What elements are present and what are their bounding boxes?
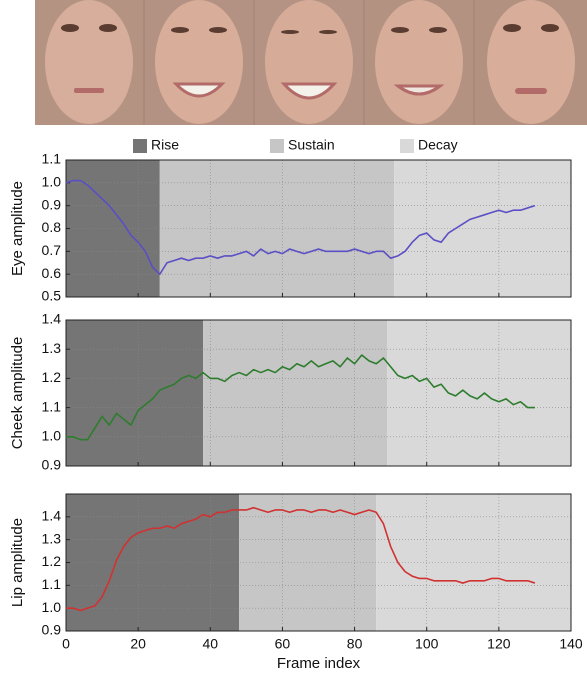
legend: Rise Sustain Decay bbox=[133, 137, 458, 153]
photo-strip bbox=[35, 0, 587, 125]
data-line bbox=[66, 354, 535, 441]
y-tick-label: 1.0 bbox=[42, 174, 62, 190]
phase-region bbox=[159, 160, 395, 297]
eye bbox=[209, 27, 227, 33]
face-photo bbox=[475, 0, 587, 125]
phase-region bbox=[66, 320, 204, 466]
y-tick-label: 1.0 bbox=[42, 599, 62, 615]
plot-frame bbox=[65, 493, 572, 632]
mouth bbox=[74, 88, 104, 93]
y-tick-label: 0.7 bbox=[42, 242, 62, 258]
y-tick-label: 1.1 bbox=[42, 398, 62, 414]
legend-swatch bbox=[133, 139, 147, 153]
y-tick-label: 1.4 bbox=[42, 508, 62, 524]
mouth bbox=[515, 88, 547, 94]
subplot: 0.9 1.0 1.1 1.2 1.3 1.4 Cheek amplitude bbox=[9, 311, 572, 473]
x-tick-label: 80 bbox=[347, 636, 363, 652]
y-tick-label: 1.1 bbox=[42, 576, 62, 592]
x-tick-label: 100 bbox=[415, 636, 439, 652]
eye bbox=[99, 24, 117, 32]
y-tick-label: 0.9 bbox=[42, 457, 62, 473]
data-line bbox=[66, 506, 536, 612]
subplot: 0.9 1.0 1.1 1.2 1.3 1.4 0 20 40 60 80 100 120 140 Lip … bbox=[9, 493, 583, 672]
eye bbox=[391, 27, 409, 33]
y-tick-label: 1.0 bbox=[42, 428, 62, 444]
face bbox=[375, 0, 463, 124]
x-axis-label: Frame index bbox=[277, 655, 361, 672]
eye bbox=[281, 30, 299, 34]
eye bbox=[541, 24, 559, 32]
data-line bbox=[65, 179, 536, 275]
plots: 0.5 0.6 0.7 0.8 0.9 1.0 1.1 Eye amplitude 0.9 1.0… bbox=[9, 151, 583, 672]
face-photo bbox=[145, 0, 253, 125]
y-axis-label: Eye amplitude bbox=[9, 181, 26, 276]
eye bbox=[503, 24, 521, 32]
face bbox=[155, 0, 243, 124]
mouth bbox=[393, 84, 445, 96]
y-tick-label: 1.3 bbox=[42, 530, 62, 546]
legend-label: Rise bbox=[151, 137, 179, 153]
legend-label: Sustain bbox=[288, 137, 335, 153]
x-tick-label: 120 bbox=[487, 636, 511, 652]
phase-region bbox=[203, 320, 388, 466]
y-tick-label: 1.3 bbox=[42, 340, 62, 356]
y-tick-label: 1.1 bbox=[42, 151, 62, 167]
plot-frame bbox=[65, 319, 572, 467]
mouth bbox=[280, 82, 338, 100]
y-tick-label: 0.5 bbox=[42, 288, 62, 304]
y-tick-label: 1.4 bbox=[42, 311, 62, 327]
y-tick-label: 0.9 bbox=[42, 196, 62, 212]
x-tick-label: 60 bbox=[275, 636, 291, 652]
eye bbox=[61, 24, 79, 32]
legend-swatch bbox=[400, 139, 414, 153]
face bbox=[265, 0, 353, 124]
y-tick-label: 0.9 bbox=[42, 622, 62, 638]
eye bbox=[319, 30, 337, 34]
x-tick-label: 140 bbox=[559, 636, 583, 652]
subplot: 0.5 0.6 0.7 0.8 0.9 1.0 1.1 Eye amplitude bbox=[9, 151, 572, 304]
y-axis-label: Cheek amplitude bbox=[9, 337, 26, 450]
x-tick-label: 40 bbox=[202, 636, 218, 652]
plot-frame bbox=[65, 159, 572, 298]
legend-label: Decay bbox=[418, 137, 458, 153]
face bbox=[487, 0, 575, 124]
eye bbox=[429, 27, 447, 33]
face bbox=[45, 0, 133, 124]
y-tick-label: 0.6 bbox=[42, 265, 62, 281]
mouth bbox=[172, 82, 226, 98]
y-tick-label: 1.2 bbox=[42, 553, 62, 569]
eye bbox=[171, 27, 189, 33]
face-photo bbox=[365, 0, 473, 125]
y-axis-label: Lip amplitude bbox=[9, 518, 26, 607]
face-photo bbox=[255, 0, 363, 125]
phase-region bbox=[387, 320, 571, 466]
face-photo bbox=[35, 0, 143, 125]
y-tick-label: 1.2 bbox=[42, 369, 62, 385]
legend-swatch bbox=[270, 139, 284, 153]
x-tick-label: 0 bbox=[62, 636, 70, 652]
y-tick-label: 0.8 bbox=[42, 219, 62, 235]
x-tick-label: 20 bbox=[130, 636, 146, 652]
